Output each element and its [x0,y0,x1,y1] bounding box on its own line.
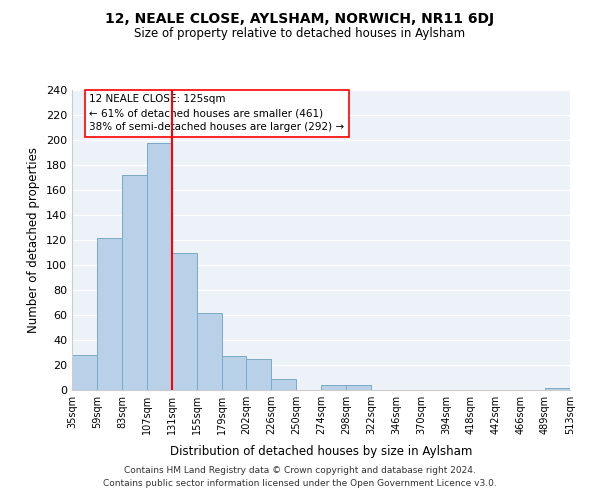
Bar [122,175,147,390]
Bar [147,142,172,390]
Text: 12 NEALE CLOSE: 125sqm
← 61% of detached houses are smaller (461)
38% of semi-de: 12 NEALE CLOSE: 125sqm ← 61% of detached… [89,94,344,132]
Bar [246,359,271,390]
Bar [321,385,346,390]
Text: 12, NEALE CLOSE, AYLSHAM, NORWICH, NR11 6DJ: 12, NEALE CLOSE, AYLSHAM, NORWICH, NR11 … [106,12,494,26]
Text: Size of property relative to detached houses in Aylsham: Size of property relative to detached ho… [134,28,466,40]
Bar [72,355,97,390]
X-axis label: Distribution of detached houses by size in Aylsham: Distribution of detached houses by size … [170,446,472,458]
Bar [97,238,122,390]
Y-axis label: Number of detached properties: Number of detached properties [28,147,40,333]
Bar [346,385,371,390]
Bar [172,252,197,390]
Text: Contains HM Land Registry data © Crown copyright and database right 2024.
Contai: Contains HM Land Registry data © Crown c… [103,466,497,487]
Bar [197,312,222,390]
Bar [271,379,296,390]
Bar [545,388,570,390]
Bar [222,356,246,390]
